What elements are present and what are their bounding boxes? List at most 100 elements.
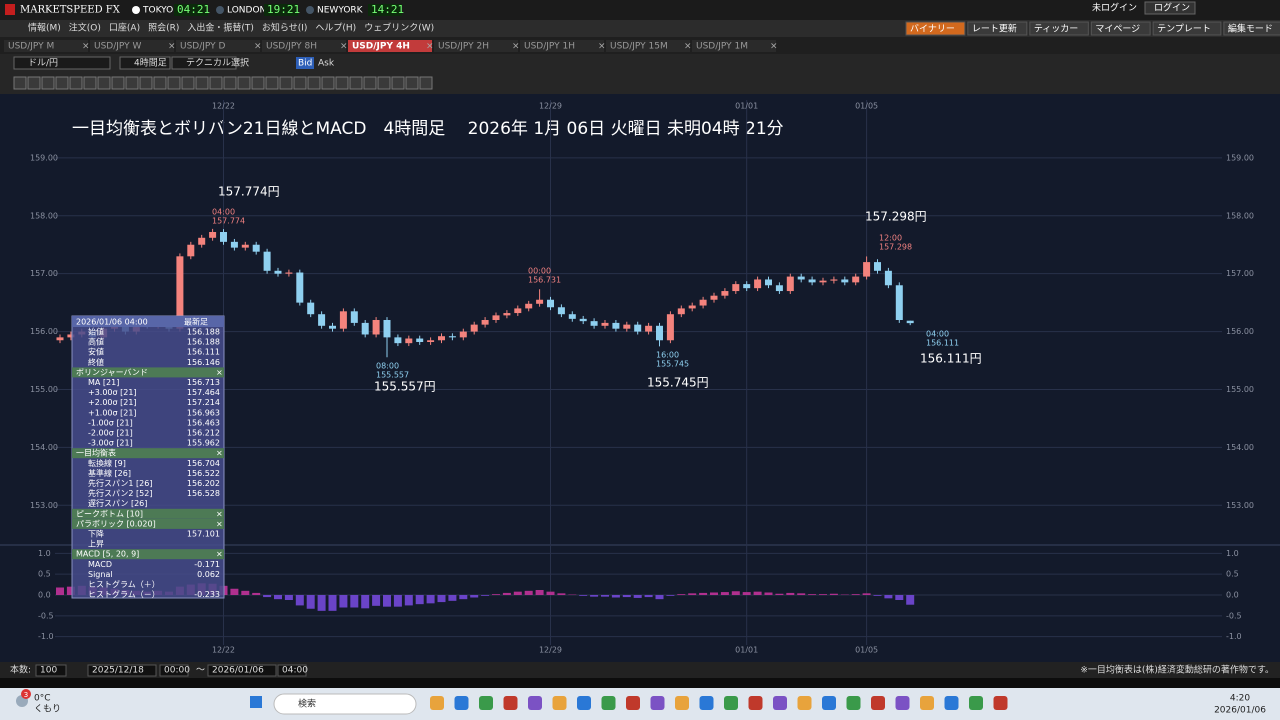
tool-icon[interactable] xyxy=(13,76,27,90)
tab[interactable] xyxy=(606,40,690,52)
toolbar-button[interactable] xyxy=(1223,21,1280,36)
from-time-box[interactable] xyxy=(159,664,189,677)
tool-icon[interactable] xyxy=(377,76,391,90)
taskbar-app[interactable] xyxy=(454,696,469,710)
select[interactable] xyxy=(171,56,237,70)
tool-icon[interactable] xyxy=(69,76,83,90)
tab[interactable] xyxy=(692,40,776,52)
taskbar-app[interactable] xyxy=(822,696,836,710)
taskbar-app[interactable] xyxy=(675,696,689,710)
toolbar-button[interactable] xyxy=(1029,21,1089,36)
tab[interactable] xyxy=(176,40,260,52)
toolbar-button[interactable] xyxy=(967,21,1028,36)
tool-icon[interactable] xyxy=(97,76,111,90)
candle-body xyxy=(786,276,794,292)
taskbar-app[interactable] xyxy=(993,696,1008,710)
taskbar-app[interactable] xyxy=(944,696,959,710)
menu-item[interactable]: ウェブリンク(W) xyxy=(364,22,434,34)
taskbar-app[interactable] xyxy=(699,696,714,710)
to-date-box[interactable] xyxy=(207,664,277,677)
tool-icon[interactable] xyxy=(153,76,167,90)
tool-icon[interactable] xyxy=(405,76,419,90)
menu-item[interactable]: 照会(R) xyxy=(148,22,179,34)
menu-item[interactable]: ヘルプ(H) xyxy=(315,23,356,34)
tool-icon[interactable] xyxy=(251,76,265,90)
candle-body xyxy=(350,311,358,323)
tool-icon[interactable] xyxy=(27,76,41,90)
menu-item[interactable]: 入出金・振替(T) xyxy=(187,22,254,34)
tab[interactable] xyxy=(348,40,432,52)
panel-row-value: 156.713 xyxy=(187,378,220,387)
candle-body xyxy=(67,334,75,338)
select[interactable] xyxy=(13,56,111,70)
taskbar-app[interactable] xyxy=(552,696,567,710)
candle-body xyxy=(645,325,653,332)
taskbar-app[interactable] xyxy=(895,696,910,710)
tool-icon[interactable] xyxy=(335,76,349,90)
clock-box xyxy=(368,4,402,16)
taskbar-app[interactable] xyxy=(724,696,738,710)
tool-icon[interactable] xyxy=(419,76,433,90)
from-date-box[interactable] xyxy=(87,664,157,677)
tab[interactable] xyxy=(520,40,604,52)
tool-icon[interactable] xyxy=(363,76,377,90)
select[interactable] xyxy=(119,56,171,70)
tool-icon[interactable] xyxy=(125,76,139,90)
to-time-box[interactable] xyxy=(277,664,307,677)
taskbar-app[interactable] xyxy=(650,696,665,710)
tool-icon[interactable] xyxy=(83,76,97,90)
taskbar-app[interactable] xyxy=(748,696,763,710)
tool-icon[interactable] xyxy=(111,76,125,90)
toolbar-button[interactable] xyxy=(1152,21,1222,36)
taskbar-app[interactable] xyxy=(577,696,591,710)
tool-icon[interactable] xyxy=(41,76,55,90)
toolbar-button[interactable] xyxy=(905,21,966,36)
taskbar-app[interactable] xyxy=(479,696,493,710)
clock-time: 19:21 xyxy=(267,3,300,16)
tool-icon[interactable] xyxy=(349,76,363,90)
tool-icon[interactable] xyxy=(209,76,223,90)
login-button[interactable] xyxy=(1144,1,1196,15)
taskbar-app[interactable] xyxy=(503,696,518,710)
tool-icon[interactable] xyxy=(181,76,195,90)
taskbar-app[interactable] xyxy=(626,696,640,710)
taskbar-app[interactable] xyxy=(601,696,616,710)
tool-icon[interactable] xyxy=(223,76,237,90)
clock-time: 14:21 xyxy=(371,3,404,16)
tool-icon[interactable] xyxy=(167,76,181,90)
taskbar-app[interactable] xyxy=(920,696,934,710)
taskbar-app[interactable] xyxy=(969,696,983,710)
taskbar-app[interactable] xyxy=(528,696,542,710)
tab[interactable] xyxy=(434,40,518,52)
menu-item[interactable]: 口座(A) xyxy=(109,22,140,34)
tool-icon[interactable] xyxy=(55,76,69,90)
tab[interactable] xyxy=(262,40,346,52)
tool-icon[interactable] xyxy=(195,76,209,90)
tool-icon[interactable] xyxy=(307,76,321,90)
bid-button[interactable] xyxy=(296,57,314,69)
search-box[interactable] xyxy=(273,693,417,715)
start-button[interactable] xyxy=(250,696,262,708)
taskbar-app[interactable] xyxy=(871,696,885,710)
taskbar-app[interactable] xyxy=(773,696,787,710)
tool-icon[interactable] xyxy=(391,76,405,90)
menu-item[interactable]: お知らせ(I) xyxy=(262,22,308,34)
tab[interactable] xyxy=(90,40,174,52)
taskbar-app[interactable] xyxy=(846,696,861,710)
menu-item[interactable]: 情報(M) xyxy=(28,22,61,34)
count-box[interactable] xyxy=(35,664,67,677)
tab[interactable] xyxy=(4,40,88,52)
tool-icon[interactable] xyxy=(279,76,293,90)
taskbar-app[interactable] xyxy=(430,696,444,710)
candle-body xyxy=(405,338,413,344)
tool-icon[interactable] xyxy=(139,76,153,90)
taskbar-app[interactable] xyxy=(797,696,812,710)
menu-item[interactable]: 注文(O) xyxy=(69,22,101,34)
toolbar-button[interactable] xyxy=(1090,21,1151,36)
tool-icon[interactable] xyxy=(321,76,335,90)
tool-icon[interactable] xyxy=(265,76,279,90)
tool-icon[interactable] xyxy=(237,76,251,90)
candle-body xyxy=(427,340,435,342)
tool-icon[interactable] xyxy=(293,76,307,90)
candle-body xyxy=(187,244,195,257)
